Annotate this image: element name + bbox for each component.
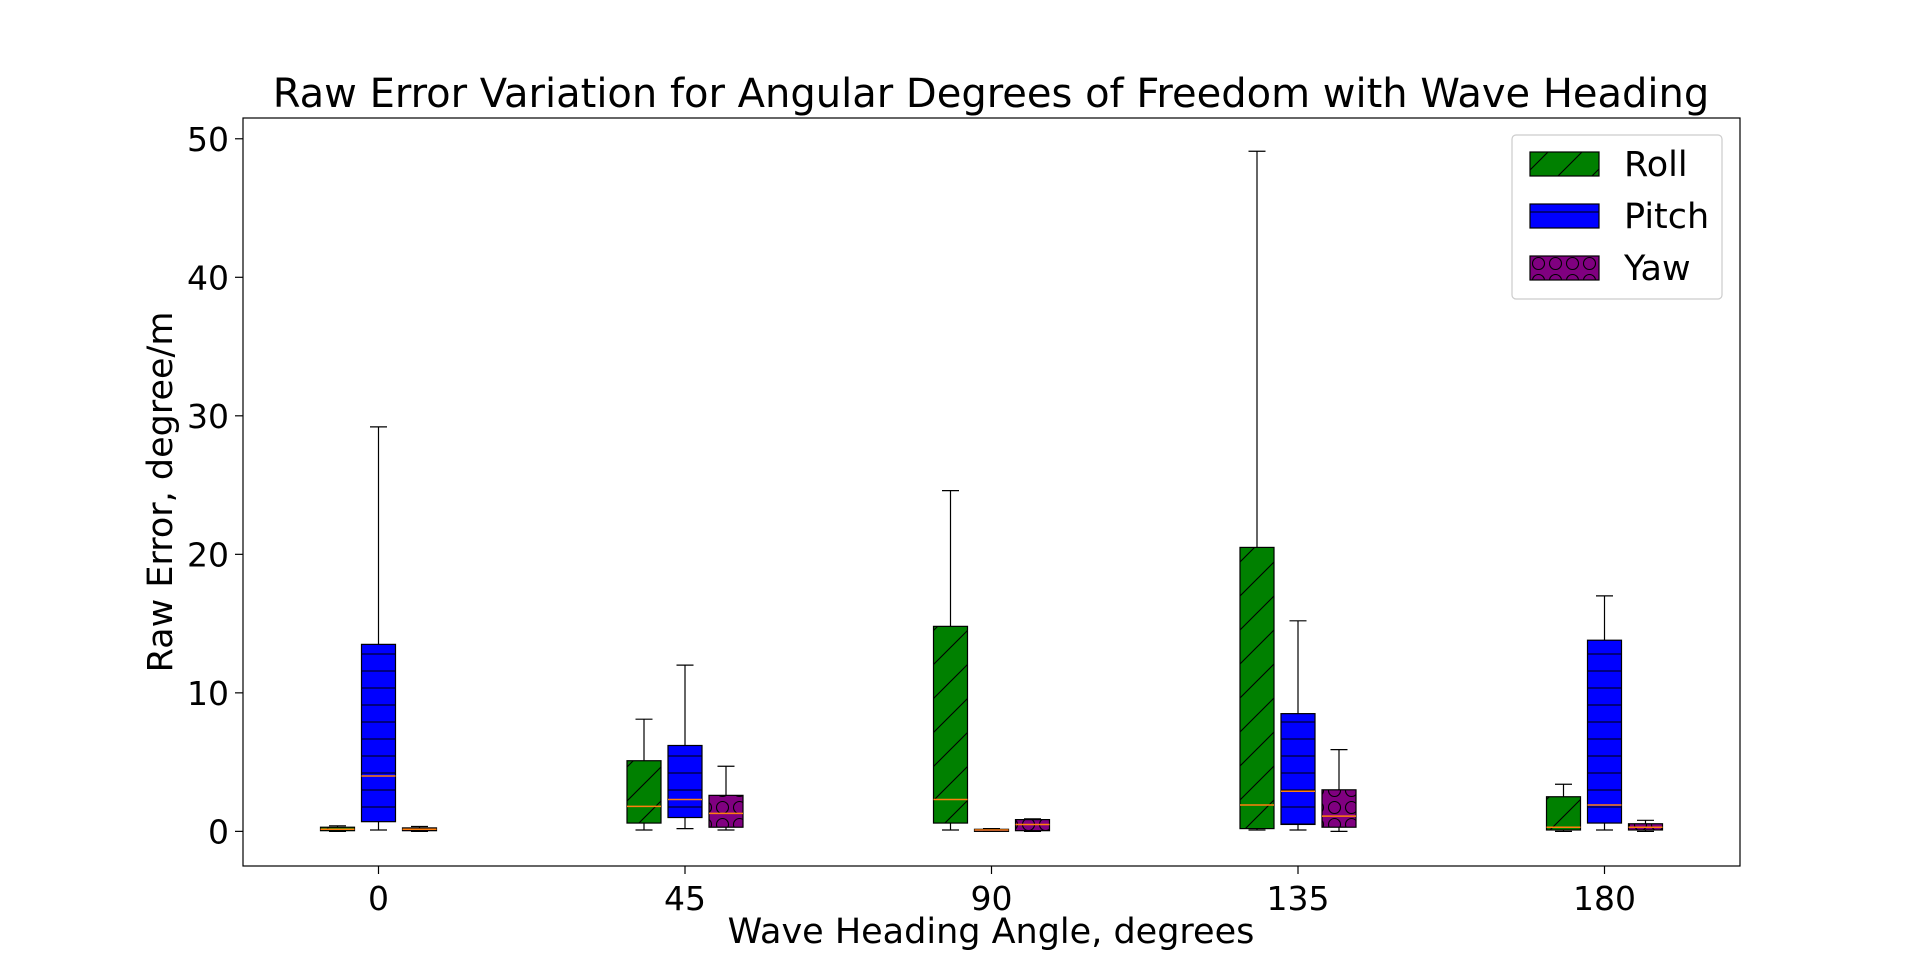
- x-tick-label: 135: [1267, 879, 1330, 918]
- legend-item-yaw: Yaw: [1529, 249, 1691, 289]
- legend-swatch-hatch: [1529, 151, 1600, 177]
- box-yaw-90: [1014, 818, 1051, 832]
- box-yaw-0: [401, 825, 438, 832]
- box-hatch: [708, 794, 744, 828]
- box-roll-45: [626, 718, 662, 831]
- y-tick-label: 20: [187, 535, 229, 574]
- x-tick-label: 0: [368, 879, 389, 918]
- box-hatch: [1280, 713, 1316, 826]
- series-pitch: [360, 426, 1623, 832]
- legend: Roll Pitch Yaw: [1511, 134, 1723, 300]
- y-tick-label: 50: [187, 120, 229, 159]
- y-tick-label: 0: [208, 812, 229, 851]
- box-roll-0: [319, 825, 356, 832]
- box-yaw-45: [708, 765, 744, 831]
- series-roll: [319, 150, 1582, 832]
- box-roll-180: [1545, 783, 1582, 832]
- legend-label: Roll: [1624, 145, 1688, 185]
- chart-title: Raw Error Variation for Angular Degrees …: [273, 71, 1710, 117]
- box-hatch: [932, 625, 969, 824]
- legend-item-roll: Roll: [1529, 145, 1688, 185]
- box-pitch-180: [1586, 595, 1623, 831]
- box-hatch: [1239, 546, 1275, 830]
- y-tick-label: 10: [187, 674, 229, 713]
- box-series-group: [319, 150, 1664, 832]
- x-tick-label: 90: [971, 879, 1013, 918]
- box-roll-90: [932, 490, 969, 831]
- legend-label: Pitch: [1624, 197, 1709, 237]
- box-hatch: [1545, 796, 1582, 831]
- box-yaw-180: [1627, 819, 1664, 832]
- y-tick-label: 40: [187, 258, 229, 297]
- x-tick-label: 180: [1573, 879, 1636, 918]
- legend-swatch-hatch: [1529, 255, 1600, 281]
- box-hatch: [360, 643, 397, 823]
- box-pitch-135: [1280, 620, 1316, 831]
- box-pitch-0: [360, 426, 397, 831]
- box-hatch: [1321, 789, 1357, 828]
- box-hatch: [626, 760, 662, 824]
- y-axis-label: Raw Error, degree/m: [141, 312, 181, 673]
- legend-swatch-hatch: [1529, 203, 1600, 229]
- legend-item-pitch: Pitch: [1529, 197, 1709, 237]
- x-tick-label: 45: [664, 879, 706, 918]
- series-yaw: [401, 749, 1664, 832]
- legend-label: Yaw: [1623, 249, 1691, 289]
- x-axis: 0 45 90 135 180: [368, 866, 1636, 918]
- box-pitch-45: [667, 664, 703, 830]
- box-pitch-90: [973, 827, 1010, 832]
- box-hatch: [667, 744, 703, 819]
- box-yaw-135: [1321, 749, 1357, 832]
- x-axis-label: Wave Heading Angle, degrees: [728, 912, 1255, 952]
- y-axis: 0 10 20 30 40 50: [187, 120, 243, 851]
- box-hatch: [1586, 639, 1623, 824]
- box-roll-135: [1239, 150, 1275, 831]
- y-tick-label: 30: [187, 397, 229, 436]
